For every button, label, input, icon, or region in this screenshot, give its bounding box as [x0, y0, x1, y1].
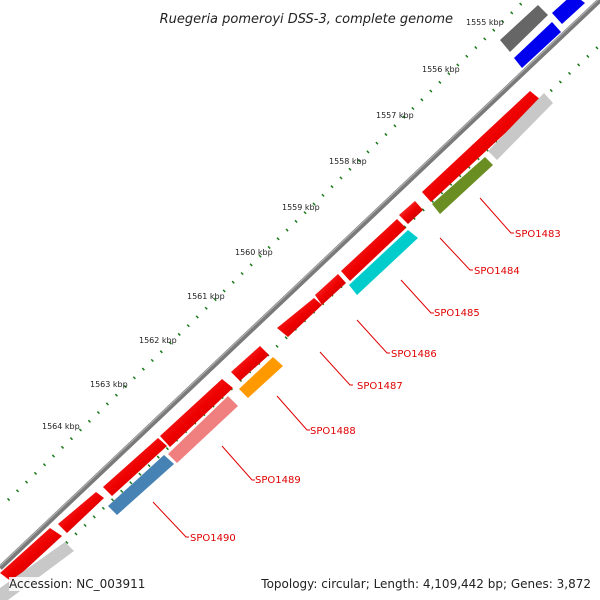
gene-arrow[interactable]: [399, 201, 423, 224]
gene-arrow[interactable]: [341, 219, 406, 281]
genome-backbone: [0, 0, 600, 570]
accession-info: Accession: NC_003911: [9, 577, 146, 591]
gene-arrow-blue-top2[interactable]: [514, 22, 561, 68]
gene-labels: SPO1483 SPO1484 SPO1485 SPO1486 SPO1487 …: [190, 229, 561, 544]
length-value: 4,109,442 bp: [422, 577, 503, 591]
gene-arrow[interactable]: [315, 274, 346, 305]
gene-arrow[interactable]: [58, 492, 104, 533]
tick-label: 1561 kbp: [187, 292, 225, 301]
genome-summary: Topology: circular; Length: 4,109,442 bp…: [261, 577, 591, 591]
tick-label: 1559 kbp: [282, 203, 320, 212]
gene-arrow[interactable]: [160, 379, 233, 447]
gene-label-spo1487[interactable]: SPO1487: [357, 381, 403, 392]
tick-label: 1557 kbp: [376, 111, 414, 120]
map-title: Ruegeria pomeroyi DSS-3, complete genome: [160, 12, 453, 27]
tick-label: 1563 kbp: [90, 380, 128, 389]
gene-label-spo1484[interactable]: SPO1484: [474, 266, 520, 277]
gene-label-spo1489[interactable]: SPO1489: [255, 475, 301, 486]
length-label: Length:: [373, 577, 420, 591]
tick-label: 1558 kbp: [329, 157, 367, 166]
gene-arrow-blue-top[interactable]: [552, 0, 585, 24]
topology-value: circular: [321, 577, 366, 591]
tick-label: 1555 kbp: [466, 18, 504, 27]
topology-label: Topology:: [261, 577, 318, 591]
gene-arrow-steel[interactable]: [108, 455, 174, 515]
gene-arrow[interactable]: [277, 298, 322, 337]
gene-arrow-orange[interactable]: [239, 357, 283, 398]
genome-backbone-highlight: [0, 0, 599, 567]
genes-value: 3,872: [556, 577, 591, 591]
gene-label-spo1486[interactable]: SPO1486: [391, 349, 437, 360]
gene-arrow-cyan[interactable]: [349, 230, 418, 295]
tick-label: 1560 kbp: [235, 248, 273, 257]
tick-label: 1564 kbp: [42, 422, 80, 431]
leader-lines: [152, 197, 514, 538]
gene-label-spo1488[interactable]: SPO1488: [310, 426, 356, 437]
gene-arrow[interactable]: [103, 438, 167, 496]
gene-arrow-gray-top[interactable]: [500, 5, 548, 52]
gene-label-spo1485[interactable]: SPO1485: [434, 308, 480, 319]
tick-label: 1562 kbp: [139, 336, 177, 345]
gene-arrow-pink[interactable]: [168, 396, 238, 463]
gene-arrow[interactable]: [422, 91, 541, 202]
inner-tick-ring: [46, 43, 600, 562]
genes-label: Genes:: [510, 577, 553, 591]
accession-label: Accession:: [9, 577, 73, 591]
gene-label-spo1490[interactable]: SPO1490: [190, 533, 236, 544]
gene-arrow-lightgray[interactable]: [488, 93, 553, 160]
tick-label: 1556 kbp: [422, 65, 460, 74]
gene-arrow[interactable]: [231, 346, 269, 381]
tick-labels: 1555 kbp 1556 kbp 1557 kbp 1558 kbp 1559…: [42, 18, 504, 431]
gene-label-spo1483[interactable]: SPO1483: [515, 229, 561, 240]
accession-value: NC_003911: [76, 577, 146, 591]
gene-arrow-olive[interactable]: [432, 157, 493, 214]
gene-arrow[interactable]: [0, 528, 62, 582]
forward-strand-genes: [0, 91, 541, 582]
